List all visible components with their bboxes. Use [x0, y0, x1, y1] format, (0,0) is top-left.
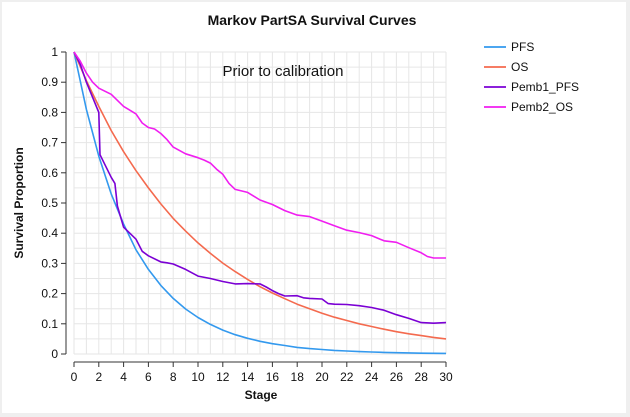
y-tick-label: 0.9: [41, 75, 58, 89]
x-tick-label: 24: [365, 370, 379, 384]
series-lines: [73, 51, 447, 355]
legend: PFS OS Pemb1_PFS Pemb2_OS: [484, 40, 579, 114]
series-line-os: [73, 51, 447, 340]
chart-frame: 0 0.1 0.2 0.3 0.4 0.5 0.6 0.7 0.8 0.9 1 0 2 4 6 8 10 12 14…: [2, 2, 626, 413]
x-tick-label: 16: [266, 370, 280, 384]
x-tick-label: 8: [170, 370, 177, 384]
x-axis-title: Stage: [245, 388, 278, 402]
x-tick-label: 12: [216, 370, 230, 384]
x-tick-label: 30: [439, 370, 453, 384]
series-line-pemb2-os: [73, 51, 446, 259]
chart-title: Markov PartSA Survival Curves: [208, 12, 417, 28]
x-tick-label: 6: [145, 370, 152, 384]
x-tick-label: 2: [95, 370, 102, 384]
x-tick-label: 22: [340, 370, 354, 384]
y-tick-label: 0.1: [41, 317, 58, 331]
x-tick-label: 4: [120, 370, 127, 384]
y-tick-label: 1: [51, 45, 58, 59]
x-tick-label: 14: [241, 370, 255, 384]
series-line-pfs: [73, 51, 447, 355]
chart-annotation: Prior to calibration: [223, 63, 344, 80]
grid: [73, 51, 447, 355]
y-tick-label: 0.7: [41, 136, 58, 150]
y-tick-label: 0.5: [41, 196, 58, 210]
x-tick-label: 28: [415, 370, 429, 384]
y-tick-label: 0.6: [41, 166, 58, 180]
x-tick-label: 26: [390, 370, 404, 384]
y-tick-label: 0.8: [41, 105, 58, 119]
legend-label: Pemb1_PFS: [511, 80, 579, 94]
survival-chart: 00.10.20.30.40.50.60.70.80.910 2 4 6 8 10 12 14…: [12, 12, 579, 402]
x-tick-label: 0: [71, 370, 78, 384]
y-tick-label: 0.3: [41, 256, 58, 270]
tick-labels: 00.10.20.30.40.50.60.70.80.910 2 4 6 8 10 12 14…: [41, 45, 453, 384]
y-tick-label: 0.2: [41, 287, 58, 301]
axes: [61, 51, 447, 367]
y-tick-label: 0.4: [41, 226, 58, 240]
x-tick-label: 20: [315, 370, 329, 384]
series-line-pemb1-pfs: [73, 51, 447, 325]
legend-label: Pemb2_OS: [511, 100, 573, 114]
x-tick-label: 10: [191, 370, 205, 384]
x-tick-label: 18: [291, 370, 305, 384]
legend-label: PFS: [511, 40, 534, 54]
y-tick-label: 0: [51, 347, 58, 361]
y-axis-title: Survival Proportion: [12, 147, 26, 258]
legend-label: OS: [511, 60, 528, 74]
